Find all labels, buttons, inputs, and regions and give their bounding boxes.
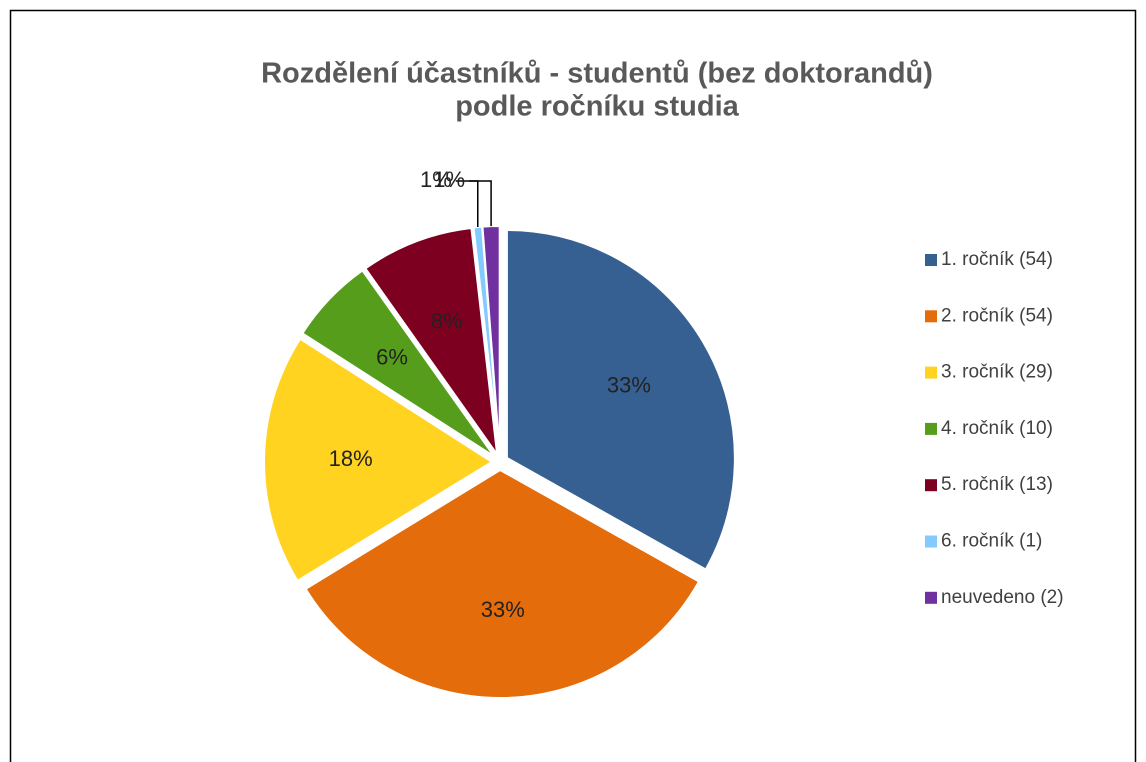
legend-label: neuvedeno (2)	[941, 587, 1064, 608]
chart-title: Rozdělení účastníků - studentů (bez dokt…	[261, 58, 933, 90]
legend-swatch	[925, 591, 937, 604]
pie-slice	[263, 337, 494, 583]
pie-slice	[363, 226, 499, 456]
data-label: 33%	[607, 372, 651, 397]
data-label: 1%	[433, 167, 465, 192]
chart-frame	[9, 9, 1137, 762]
legend-label: 4. ročník (10)	[941, 418, 1053, 439]
legend-swatch	[925, 479, 937, 492]
pie-slice	[481, 225, 501, 455]
data-label: 33%	[481, 597, 525, 622]
legend-swatch	[925, 310, 937, 323]
pie-slice	[505, 228, 736, 571]
chart-title: podle ročníku studia	[455, 91, 739, 123]
legend-swatch	[925, 366, 937, 379]
legend-label: 5. ročník (13)	[941, 474, 1053, 495]
legend-label: 3. ročník (29)	[941, 362, 1053, 383]
data-label: 8%	[431, 308, 463, 333]
legend-swatch	[925, 422, 937, 435]
data-label: 6%	[376, 345, 408, 370]
pie-slice	[304, 468, 701, 699]
data-label: 1%	[420, 167, 452, 192]
legend-swatch	[925, 535, 937, 548]
legend-swatch	[925, 254, 937, 266]
pie-slice	[300, 269, 496, 458]
data-label: 18%	[329, 446, 373, 471]
legend-label: 6. ročník (1)	[941, 531, 1042, 552]
leader-line	[469, 180, 492, 227]
legend-label: 2. ročník (54)	[941, 305, 1053, 326]
legend-label: 1. ročník (54)	[941, 249, 1053, 270]
